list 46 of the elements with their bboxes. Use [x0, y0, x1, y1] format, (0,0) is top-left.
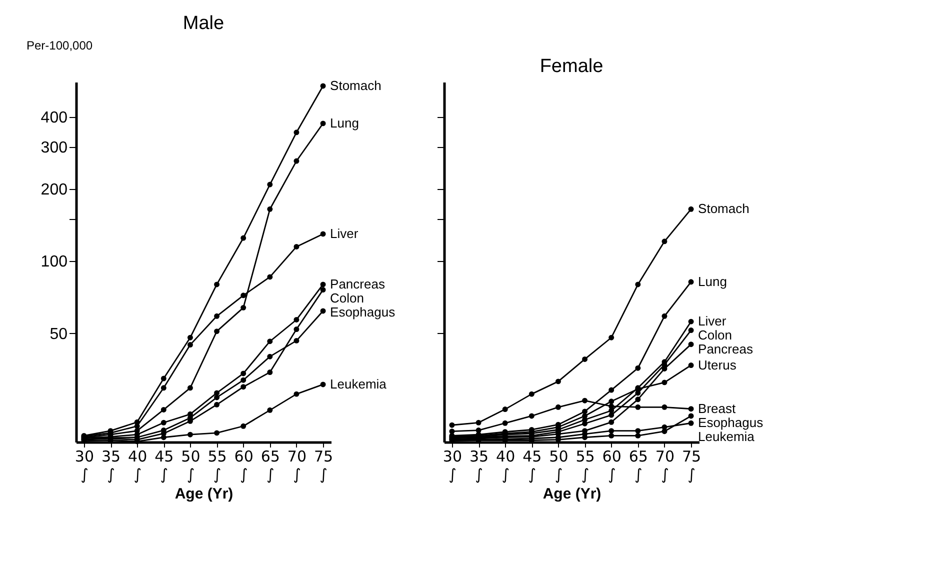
series-label: Leukemia — [330, 376, 388, 392]
x-axis-title: Age (Yr) — [542, 486, 602, 502]
x-tick-label: 65 ∫ — [260, 448, 280, 484]
x-tick-label: 55 ∫ — [208, 448, 227, 484]
x-tick-label: 55 ∫ — [576, 448, 595, 484]
series-label: Colon — [698, 328, 732, 343]
series-label: Liver — [698, 314, 727, 329]
y-tick-label: 300 — [40, 139, 68, 156]
series-label: Esophagus — [330, 304, 396, 320]
x-tick-label: 70 ∫ — [655, 448, 675, 484]
y-axis-title: Per-100,000 — [26, 38, 93, 52]
y-tick-label: 100 — [40, 254, 68, 271]
series-label: Uterus — [698, 357, 737, 372]
x-tick-label: 70 ∫ — [287, 448, 307, 484]
series-label: Lung — [330, 115, 359, 130]
y-tick-label: 50 — [50, 326, 68, 343]
x-tick-label: 35 ∫ — [469, 448, 489, 484]
x-tick-label: 45 ∫ — [522, 448, 542, 484]
series-label: Breast — [698, 400, 736, 416]
x-tick-label: 35 ∫ — [101, 448, 121, 484]
x-tick-label: 60 ∫ — [602, 448, 622, 484]
series-label: Colon — [330, 290, 364, 306]
chart-title: Female — [540, 56, 604, 77]
x-tick-label: 45 ∫ — [154, 448, 174, 484]
x-tick-label: 60 ∫ — [234, 448, 254, 484]
y-tick-label: 200 — [40, 182, 68, 199]
x-tick-label: 30 ∫ — [74, 448, 94, 484]
x-tick-label: 30 ∫ — [442, 448, 462, 484]
series-label: Pancreas — [330, 276, 386, 292]
x-tick-label: 75 ∫ — [682, 448, 702, 484]
x-tick-label: 50 ∫ — [181, 448, 200, 484]
x-tick-label: 50 ∫ — [549, 448, 568, 484]
series-label: Stomach — [330, 78, 382, 93]
series-label: Stomach — [698, 201, 750, 216]
series-label: Liver — [330, 226, 359, 241]
x-tick-label: 40 ∫ — [128, 448, 148, 484]
chart-title: Male — [182, 13, 224, 34]
y-tick-label: 400 — [40, 110, 68, 127]
x-axis-title: Age (Yr) — [174, 486, 234, 502]
x-tick-label: 65 ∫ — [628, 448, 648, 484]
series-label: Lung — [698, 274, 727, 289]
series-label: Pancreas — [698, 342, 754, 357]
series-label: Leukemia — [698, 428, 756, 444]
x-tick-label: 75 ∫ — [314, 448, 334, 484]
x-tick-label: 40 ∫ — [496, 448, 516, 484]
series-label: Esophagus — [698, 414, 764, 430]
